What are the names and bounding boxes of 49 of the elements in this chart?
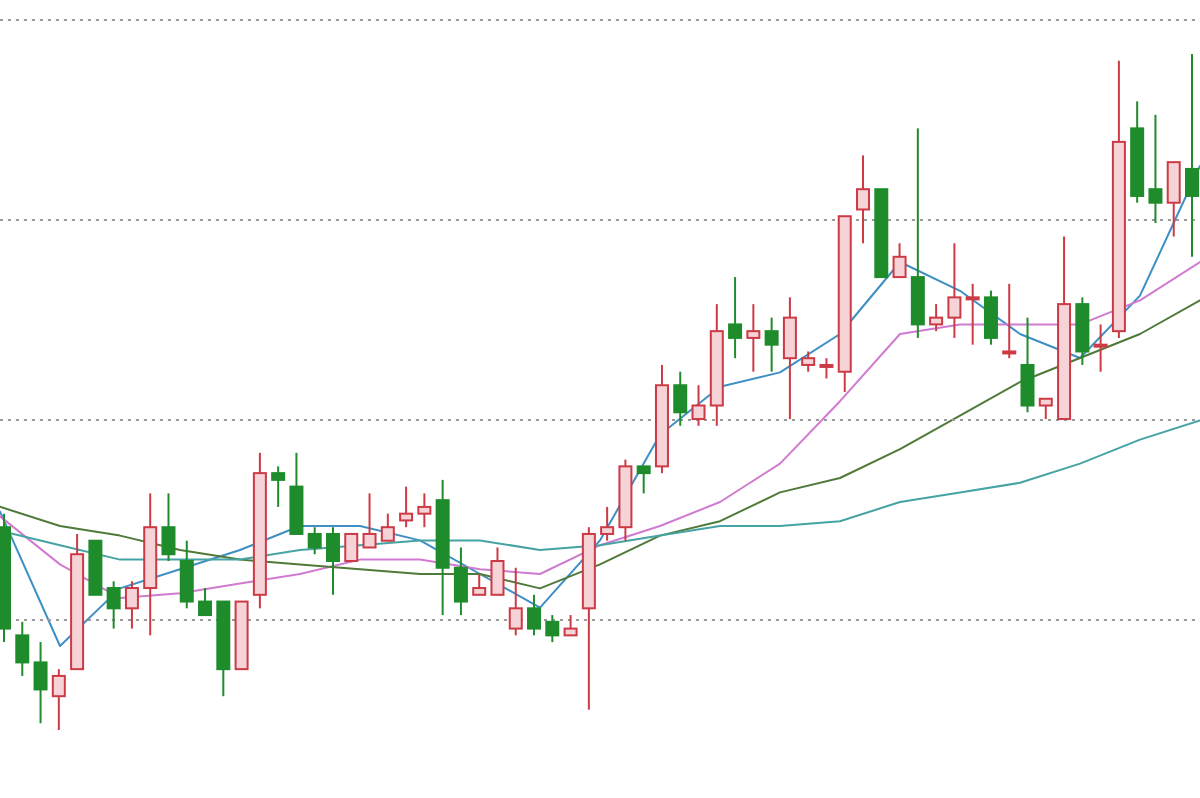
- candlestick: [289, 451, 304, 535]
- candlestick: [600, 505, 615, 542]
- candlestick: [198, 587, 213, 617]
- candlestick: [106, 580, 121, 630]
- candlestick: [563, 614, 578, 637]
- candlestick: [1020, 316, 1035, 414]
- candlestick: [362, 492, 377, 549]
- candlestick: [1148, 113, 1163, 224]
- candlestick: [527, 593, 542, 637]
- candlestick: [545, 614, 560, 644]
- candlestick: [1166, 161, 1181, 238]
- candlestick: [1093, 323, 1108, 373]
- candlestick: [124, 580, 139, 630]
- candlestick: [417, 492, 432, 529]
- candlestick: [892, 242, 907, 279]
- candlestick: [399, 485, 414, 529]
- candlestick: [1185, 53, 1199, 258]
- candlestick: [15, 620, 30, 677]
- candlestick: [453, 546, 468, 617]
- candlestick: [380, 512, 395, 542]
- candlestick: [983, 289, 998, 346]
- candlestick: [947, 242, 962, 339]
- candlestick: [325, 526, 340, 596]
- candlestick: [746, 303, 761, 373]
- candlestick: [161, 492, 176, 562]
- candlestick: [1038, 397, 1053, 421]
- candlestick: [673, 370, 688, 427]
- candlestick: [271, 465, 286, 508]
- candlestick: [764, 316, 779, 373]
- candlestick: [929, 303, 944, 333]
- candlestick: [728, 276, 743, 360]
- candlestick: [179, 539, 194, 610]
- candlestick: [1002, 282, 1017, 360]
- candlestick: [51, 668, 66, 731]
- candlestick: [508, 566, 523, 637]
- candlestick: [691, 384, 706, 427]
- candlestick: [472, 573, 487, 596]
- candlestick: [307, 526, 322, 556]
- candlestick: [856, 154, 871, 245]
- candlestick: [965, 282, 980, 346]
- candlestick: [782, 296, 797, 421]
- candlestick: [1075, 296, 1090, 366]
- candlestick: [344, 532, 359, 562]
- candlestick: [490, 546, 505, 596]
- candlestick: [910, 127, 925, 339]
- candlestick: [801, 350, 816, 373]
- candlestick: [819, 357, 834, 380]
- candlestick: [636, 465, 651, 495]
- candlestick: [33, 641, 48, 725]
